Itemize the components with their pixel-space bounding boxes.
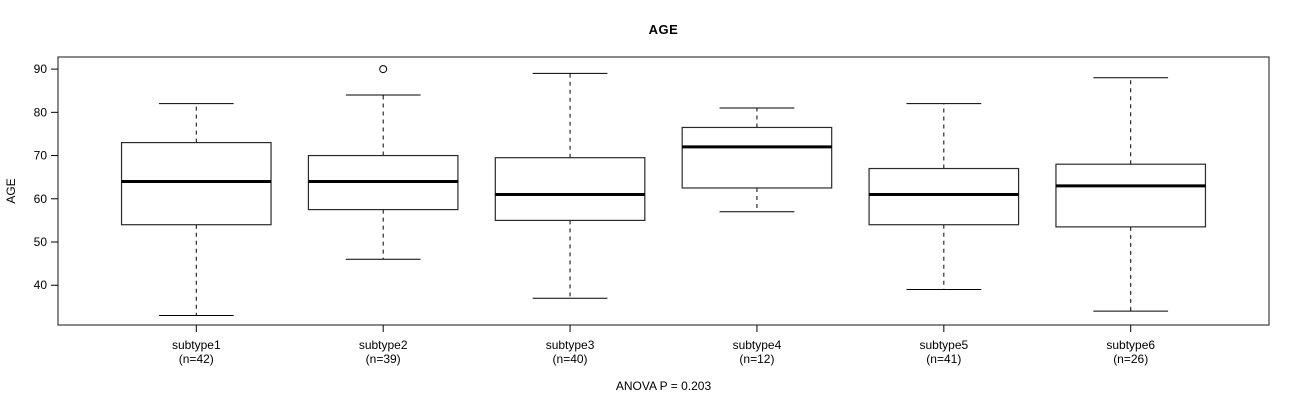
x-label-subtype5: subtype5 xyxy=(919,338,968,352)
x-label-subtype6: subtype6 xyxy=(1106,338,1155,352)
x-label-subtype3: subtype3 xyxy=(546,338,595,352)
box-subtype1 xyxy=(120,141,272,226)
x-label-n-subtype4: (n=12) xyxy=(739,352,774,366)
chart-title: AGE xyxy=(648,22,679,37)
plot-frame xyxy=(57,56,1270,326)
outlier-subtype2 xyxy=(379,65,388,74)
y-tick-label: 80 xyxy=(34,105,48,119)
x-label-n-subtype3: (n=40) xyxy=(553,352,588,366)
y-tick-label: 50 xyxy=(34,235,48,249)
x-label-n-subtype1: (n=42) xyxy=(179,352,214,366)
box-subtype6 xyxy=(1055,163,1207,228)
x-label-n-subtype6: (n=26) xyxy=(1113,352,1148,366)
x-label-n-subtype5: (n=41) xyxy=(926,352,961,366)
anova-annotation: ANOVA P = 0.203 xyxy=(615,379,712,393)
x-label-subtype4: subtype4 xyxy=(733,338,782,352)
box-subtype3 xyxy=(494,157,646,221)
x-label-subtype1: subtype1 xyxy=(172,338,221,352)
y-tick-label: 70 xyxy=(34,149,48,163)
x-label-n-subtype2: (n=39) xyxy=(366,352,401,366)
box-subtype4 xyxy=(681,126,833,189)
y-tick-label: 60 xyxy=(34,192,48,206)
x-label-subtype2: subtype2 xyxy=(359,338,408,352)
y-tick-label: 40 xyxy=(34,278,48,292)
box-subtype5 xyxy=(868,167,1020,226)
y-tick-label: 90 xyxy=(34,62,48,76)
